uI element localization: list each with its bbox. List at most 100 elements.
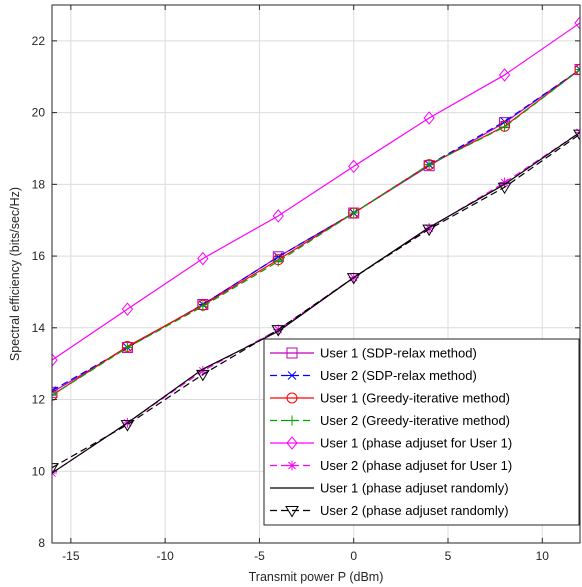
data-point [285, 506, 299, 518]
data-point [348, 159, 360, 174]
legend-entry: User 2 (SDP-relax method) [270, 368, 477, 383]
data-point [120, 420, 135, 432]
series-8 [52, 129, 580, 475]
data-point [197, 251, 209, 266]
data-point [423, 111, 435, 125]
legend-entry: User 1 (phase adjuset for User 1) [270, 436, 512, 451]
legend-box [263, 338, 580, 526]
data-point [348, 208, 359, 219]
y-axis-label: Spectral efficiency (bits/sec/Hz) [8, 187, 22, 361]
data-point [272, 209, 284, 223]
data-point [197, 301, 208, 312]
data-point [499, 177, 510, 188]
data-point [575, 64, 580, 75]
legend-entry: User 1 (SDP-relax method) [270, 346, 477, 361]
data-point [121, 302, 134, 316]
data-point [348, 208, 359, 219]
data-point [287, 460, 297, 471]
data-point [287, 460, 297, 471]
data-point [287, 371, 297, 380]
data-point [499, 121, 510, 132]
x-tick-label: -15 [62, 549, 80, 563]
series-4 [52, 64, 580, 401]
data-point [52, 353, 58, 367]
data-point [273, 256, 284, 267]
data-point [120, 420, 135, 432]
series-line [52, 131, 580, 474]
data-point [272, 209, 284, 223]
data-point [574, 16, 580, 30]
series-line [52, 22, 580, 361]
data-point [422, 224, 437, 237]
data-point [497, 182, 512, 195]
data-point [286, 392, 298, 404]
legend: User 1 (SDP-relax method) User 2 (SDP-rel… [263, 338, 580, 526]
data-point [423, 111, 435, 125]
x-tick-label: -10 [156, 549, 174, 563]
y-tick-label: 12 [32, 393, 46, 407]
legend-label: User 2 (Greedy-iterative method) [320, 413, 510, 428]
data-point [424, 159, 435, 170]
data-point [348, 159, 360, 174]
legend-label: User 1 (SDP-relax method) [320, 346, 477, 361]
legend-entry: User 1 (Greedy-iterative method) [270, 391, 510, 406]
legend-label: User 2 (SDP-relax method) [320, 368, 477, 383]
ticks: -15 -10 -5 0 5 10 8 10 12 14 16 18 20 22 [32, 5, 580, 563]
legend-entry: User 2 (Greedy-iterative method) [270, 413, 510, 428]
data-point [273, 256, 284, 267]
x-tick-label: 5 [445, 549, 452, 563]
x-tick-label: -5 [254, 549, 265, 563]
data-point [499, 121, 510, 132]
data-point [195, 369, 210, 382]
y-tick-label: 10 [32, 464, 46, 478]
data-point [286, 347, 298, 359]
x-tick-label: 0 [350, 549, 357, 563]
y-tick-label: 8 [38, 536, 45, 550]
data-point [52, 390, 57, 401]
series-7 [52, 131, 580, 474]
data-point [575, 64, 580, 75]
data-point [498, 68, 511, 82]
y-tick-label: 16 [32, 249, 46, 263]
data-point [197, 251, 209, 266]
data-point [271, 325, 286, 337]
x-tick-label: 10 [536, 549, 550, 563]
data-point [346, 273, 361, 285]
series-layer [52, 16, 580, 479]
data-point [287, 371, 297, 380]
plot-frame [51, 4, 581, 544]
data-point [286, 436, 298, 450]
y-tick-label: 22 [32, 34, 46, 48]
data-point [122, 342, 133, 353]
y-tick-label: 20 [32, 106, 46, 120]
series-line [52, 69, 580, 396]
legend-label: User 1 (Greedy-iterative method) [320, 391, 510, 406]
data-point [122, 342, 133, 353]
legend-label: User 1 (phase adjuset randomly) [320, 481, 509, 496]
series-5 [52, 16, 580, 367]
legend-label: User 1 (phase adjuset for User 1) [320, 436, 512, 451]
legend-label: User 2 (phase adjuset for User 1) [320, 458, 512, 473]
data-point [52, 390, 57, 401]
data-point [286, 392, 298, 404]
data-point [574, 16, 580, 30]
data-point [573, 129, 580, 142]
x-axis-label: Transmit power P (dBm) [249, 570, 384, 584]
data-point [197, 301, 208, 312]
y-tick-label: 18 [32, 177, 46, 191]
data-point [286, 347, 298, 359]
legend-entry: User 2 (phase adjuset randomly) [270, 503, 509, 518]
grid [52, 5, 580, 544]
legend-label: User 2 (phase adjuset randomly) [320, 503, 509, 518]
data-point [286, 436, 298, 450]
data-point [121, 302, 134, 316]
y-tick-label: 14 [32, 321, 46, 335]
data-point [424, 159, 435, 170]
data-point [271, 325, 286, 337]
data-point [287, 415, 297, 426]
data-point [498, 68, 511, 82]
data-point [499, 177, 510, 188]
data-point [195, 369, 210, 382]
data-point [285, 506, 299, 518]
